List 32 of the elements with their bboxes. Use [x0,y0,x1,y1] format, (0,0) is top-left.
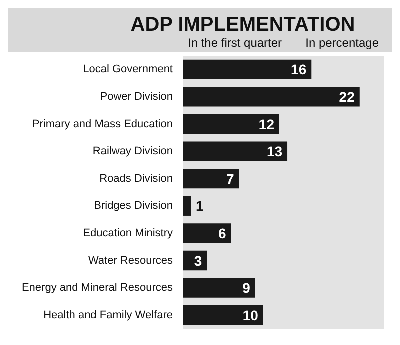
y-tick-label: Energy and Mineral Resources [22,282,174,294]
y-tick-label: Local Government [83,64,173,76]
data-label: 3 [194,252,202,269]
data-label: 22 [339,88,356,105]
data-label: 16 [291,62,307,78]
data-label: 1 [196,198,204,214]
bar [183,114,280,134]
y-tick-label: Health and Family Welfare [44,309,173,322]
y-tick-label: Primary and Mass Education [32,118,173,130]
y-tick-label: Railway Division [92,146,173,158]
bar [183,60,312,80]
bar [183,142,288,162]
bar [183,278,256,298]
y-tick-label: Roads Division [100,172,173,185]
bar [183,224,232,244]
data-label: 13 [266,144,283,160]
bar [183,306,264,326]
data-label: 12 [258,116,275,132]
y-tick-label: Bridges Division [94,200,173,212]
data-label: 6 [218,225,226,242]
chart-subtitle: In the first quarter [188,36,282,50]
chart-title: ADP IMPLEMENTATION [130,14,356,36]
data-label: 7 [226,170,234,187]
bar [183,169,240,189]
text: In percentage [306,36,380,50]
y-tick-label: Power Division [100,90,173,103]
bar [183,196,192,216]
y-tick-label: Water Resources [88,254,174,267]
data-label: 9 [242,280,251,296]
y-tick-label: Education Ministry [83,227,174,240]
bar [183,87,360,107]
data-label: 10 [242,307,259,324]
